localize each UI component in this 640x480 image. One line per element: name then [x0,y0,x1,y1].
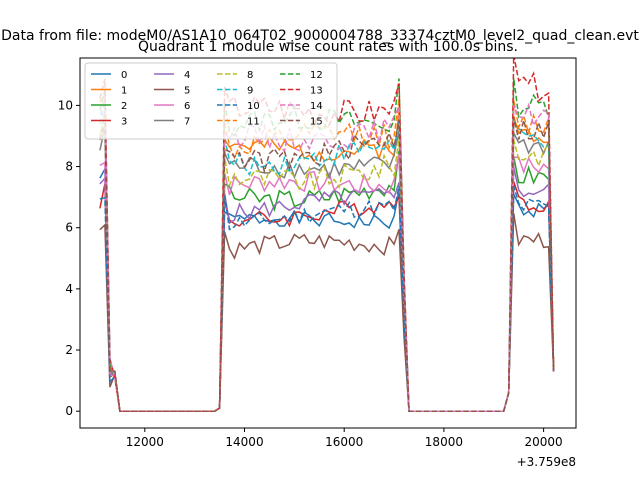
y-tick-label: 10 [58,98,73,112]
x-tick-label: 20000 [525,435,563,449]
y-tick-label: 8 [65,160,73,174]
series-line-6 [99,154,555,412]
series-line-8 [99,112,555,412]
y-tick-label: 4 [65,282,73,296]
series-line-10 [99,185,555,412]
x-axis: 12000 14000 16000 18000 20000 [126,428,563,449]
y-tick-label: 2 [65,343,73,357]
legend-label-1: 1 [121,86,127,97]
legend-label-11: 11 [247,117,260,128]
series-line-4 [99,166,555,412]
series-line-15 [99,117,555,412]
x-tick-label: 18000 [425,435,463,449]
x-tick-label: 16000 [325,435,363,449]
legend-label-6: 6 [184,101,190,112]
legend-label-10: 10 [247,101,260,112]
legend-label-3: 3 [121,117,127,128]
axes-frame [79,57,577,429]
y-axis: 0 2 4 6 8 10 [58,98,80,418]
legend-label-4: 4 [184,70,190,81]
series-line-3 [99,181,555,412]
x-tick-label: 14000 [225,435,263,449]
y-tick-label: 0 [65,404,73,418]
series-line-11 [99,98,555,412]
legend-label-7: 7 [184,117,190,128]
series-line-5 [99,213,555,412]
legend-label-0: 0 [121,70,127,81]
legend-label-8: 8 [247,70,253,81]
figure-suptitle: Data from file: modeM0/AS1A10_064T02_900… [1,28,639,44]
legend-label-13: 13 [310,86,323,97]
legend-label-5: 5 [184,86,190,97]
chart-title: Quadrant 1 module wise count rates with … [138,39,518,55]
x-offset-label: +3.759e8 [517,455,576,469]
series-line-14 [99,96,555,412]
legend-label-9: 9 [247,86,253,97]
legend-box [84,62,338,140]
legend-label-15: 15 [310,117,323,128]
y-tick-label: 6 [65,221,73,235]
series-line-0 [99,166,555,412]
x-tick-label: 12000 [126,435,164,449]
series-line-2 [99,111,555,412]
series-line-7 [99,127,555,412]
legend-label-14: 14 [310,101,323,112]
legend-label-12: 12 [310,70,323,81]
legend-label-2: 2 [121,101,127,112]
